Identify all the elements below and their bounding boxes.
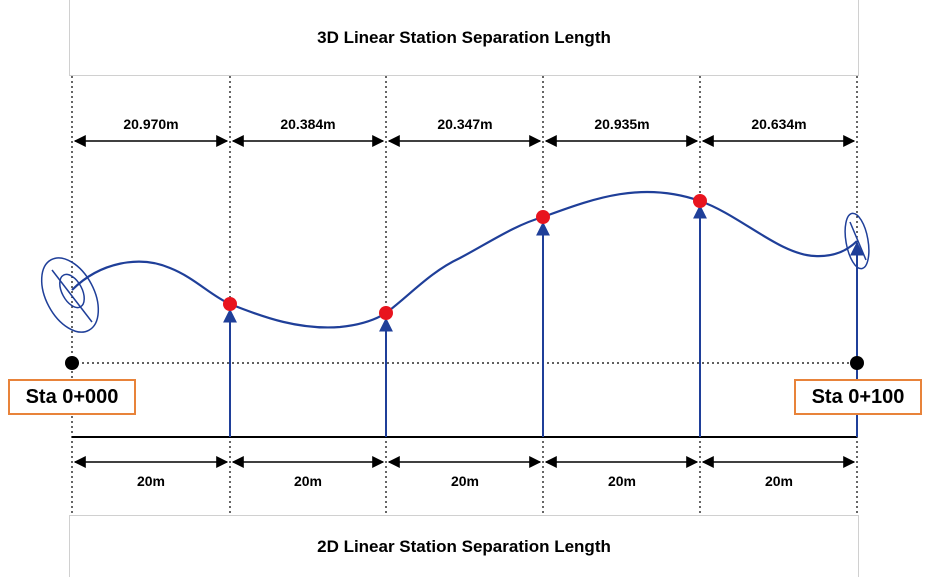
bottom-title: 2D Linear Station Separation Length — [69, 515, 859, 577]
segment-2d-label: 20m — [294, 473, 322, 489]
station-start-label: Sta 0+000 — [8, 379, 136, 415]
segment-3d-label: 20.347m — [437, 116, 492, 132]
segment-2d-label: 20m — [608, 473, 636, 489]
segment-2d-label: 20m — [451, 473, 479, 489]
top-title: 3D Linear Station Separation Length — [69, 0, 859, 76]
segment-3d-label: 20.384m — [280, 116, 335, 132]
start-endpoint — [65, 356, 79, 370]
end-section-ellipse — [844, 212, 870, 270]
station-point — [379, 306, 393, 320]
segment-3d-label: 20.634m — [751, 116, 806, 132]
segment-2d-label: 20m — [765, 473, 793, 489]
station-point — [223, 297, 237, 311]
station-point — [693, 194, 707, 208]
start-section-ellipse — [40, 257, 100, 333]
station-point — [536, 210, 550, 224]
alignment-3d-curve — [71, 190, 858, 329]
segment-2d-label: 20m — [137, 473, 165, 489]
segment-3d-label: 20.935m — [594, 116, 649, 132]
end-endpoint — [850, 356, 864, 370]
station-end-label: Sta 0+100 — [794, 379, 922, 415]
segment-3d-label: 20.970m — [123, 116, 178, 132]
